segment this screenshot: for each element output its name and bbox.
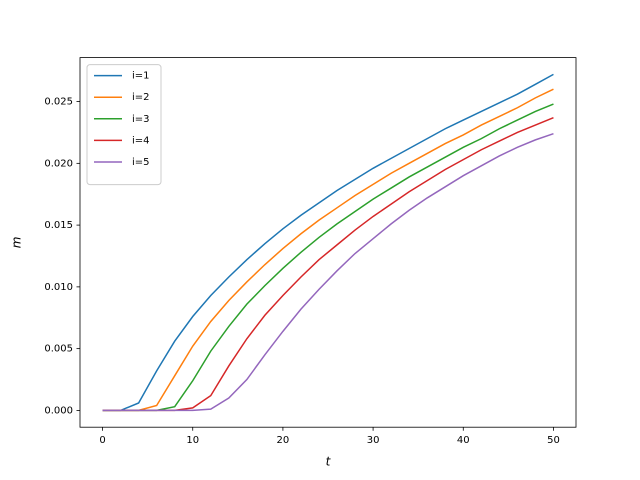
legend-label: i=2 xyxy=(132,92,150,103)
y-tick-label: 0.005 xyxy=(44,344,73,355)
x-tick-label: 0 xyxy=(99,435,105,446)
legend-label: i=4 xyxy=(132,135,150,146)
y-tick-label: 0.025 xyxy=(44,97,73,108)
legend-box xyxy=(86,64,162,186)
legend-label: i=3 xyxy=(132,114,150,125)
series-line xyxy=(102,88,554,412)
x-tick-label: 20 xyxy=(277,435,290,446)
y-tick-label: 0.000 xyxy=(44,405,73,416)
x-tick-label: 10 xyxy=(186,435,199,446)
series-line xyxy=(102,116,554,412)
x-axis-label: t xyxy=(326,455,332,469)
y-axis-label: m xyxy=(10,237,24,249)
y-tick-label: 0.015 xyxy=(44,220,73,231)
y-tick-label: 0.020 xyxy=(44,158,73,169)
y-tick-label: 0.010 xyxy=(44,282,73,293)
x-tick-label: 30 xyxy=(367,435,380,446)
series-line xyxy=(102,132,554,412)
x-tick-label: 40 xyxy=(457,435,470,446)
series-line xyxy=(102,103,554,412)
axes-frame xyxy=(79,57,577,428)
x-tick-label: 50 xyxy=(547,435,560,446)
legend-label: i=5 xyxy=(132,157,150,168)
legend-label: i=1 xyxy=(132,71,150,82)
series-line xyxy=(102,73,554,412)
